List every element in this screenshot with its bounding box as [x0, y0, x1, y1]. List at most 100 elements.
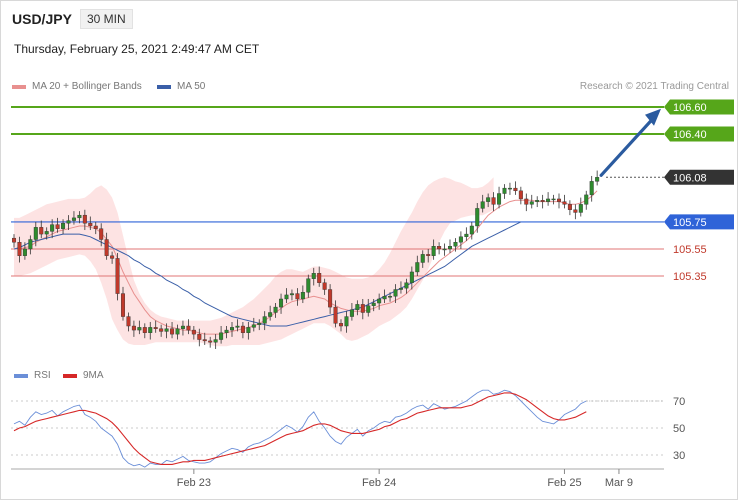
candle — [349, 303, 354, 321]
candle-body — [251, 324, 256, 328]
candle — [371, 298, 376, 312]
candle — [557, 193, 562, 209]
legend-ma50: MA 50 — [157, 81, 205, 92]
candle-body — [93, 225, 98, 229]
level-label: 106.40 — [673, 129, 707, 141]
candle — [208, 336, 213, 348]
candle-body — [11, 237, 16, 243]
candle — [246, 321, 251, 340]
candle-body — [170, 328, 175, 335]
candle-body — [159, 328, 164, 332]
candle — [393, 284, 398, 304]
candle — [191, 326, 196, 340]
candle-body — [333, 306, 338, 324]
rsi-tick-label: 70 — [673, 396, 685, 408]
candle — [159, 324, 164, 337]
candle-body — [404, 282, 409, 289]
candle-body — [126, 316, 131, 327]
candle — [317, 266, 322, 287]
candle-body — [458, 236, 463, 243]
timeframe-badge[interactable]: 30 MIN — [80, 9, 133, 29]
candle — [55, 217, 60, 233]
candle-body — [50, 224, 55, 232]
candle-body — [61, 223, 66, 229]
level-label: 106.08 — [673, 172, 707, 184]
candle-body — [104, 239, 109, 256]
candle — [377, 293, 382, 310]
candle — [175, 324, 180, 340]
candle — [480, 194, 485, 213]
time-axis-label: Feb 25 — [547, 477, 581, 489]
candle — [33, 221, 38, 247]
legend-ma20-label: MA 20 + Bollinger Bands — [32, 81, 142, 92]
candle-body — [224, 329, 229, 333]
candle — [513, 181, 518, 195]
candle — [213, 334, 218, 350]
legend-rsi-ma-swatch — [63, 373, 77, 378]
candle-body — [82, 214, 87, 224]
candle-body — [507, 187, 512, 190]
candle-body — [268, 312, 273, 317]
candle — [251, 317, 256, 332]
candle — [469, 221, 474, 240]
candle — [50, 219, 55, 239]
legend-rsi-ma-label: 9MA — [83, 370, 104, 381]
candle-body — [55, 224, 60, 229]
candle-body — [137, 327, 142, 331]
candle — [398, 281, 403, 294]
candle — [82, 209, 87, 231]
candle — [170, 321, 175, 339]
candle-body — [453, 241, 458, 247]
candle — [28, 235, 33, 255]
candle — [328, 284, 333, 314]
candle-body — [409, 271, 414, 283]
candle — [88, 216, 93, 231]
rsi-line — [13, 389, 587, 468]
candle-body — [567, 204, 572, 210]
candle — [551, 194, 556, 205]
candle-body — [311, 273, 316, 279]
candle — [115, 253, 120, 301]
candle — [142, 323, 147, 339]
candle — [535, 196, 540, 208]
candle-body — [219, 332, 224, 340]
legend-ma50-swatch — [157, 84, 171, 89]
candle-body — [257, 323, 262, 325]
candle — [458, 231, 463, 249]
candle-body — [562, 201, 567, 205]
candle-body — [229, 327, 234, 331]
candle-body — [88, 223, 93, 227]
candle — [464, 227, 469, 241]
candle — [39, 220, 44, 239]
candle — [180, 320, 185, 336]
candle — [137, 320, 142, 335]
time-axis: Feb 23 Feb 24 Feb 25 Mar 9 — [11, 468, 664, 489]
candle — [131, 320, 136, 337]
candle-body — [66, 220, 71, 224]
candle-body — [240, 325, 245, 333]
candle-body — [317, 273, 322, 283]
rsi-ma-line — [13, 392, 587, 465]
candle-body — [28, 239, 33, 250]
candle — [420, 250, 425, 268]
candle-body — [273, 306, 278, 313]
legend-ma20-swatch — [12, 84, 26, 89]
candle — [240, 321, 245, 339]
candle — [366, 298, 371, 317]
candle — [311, 267, 316, 286]
candle-body — [339, 323, 344, 327]
candle — [295, 288, 300, 306]
candle — [66, 215, 71, 231]
candle-body — [584, 194, 589, 205]
candle-body — [486, 197, 491, 202]
candle-body — [437, 246, 442, 250]
candle — [257, 319, 262, 331]
candle-body — [360, 304, 365, 313]
candle — [300, 285, 305, 304]
candle — [524, 193, 529, 212]
candle-body — [77, 214, 82, 219]
candle — [110, 251, 115, 264]
candle-body — [202, 339, 207, 342]
copyright-label: Research © 2021 Trading Central — [579, 81, 729, 92]
candle-body — [115, 258, 120, 294]
